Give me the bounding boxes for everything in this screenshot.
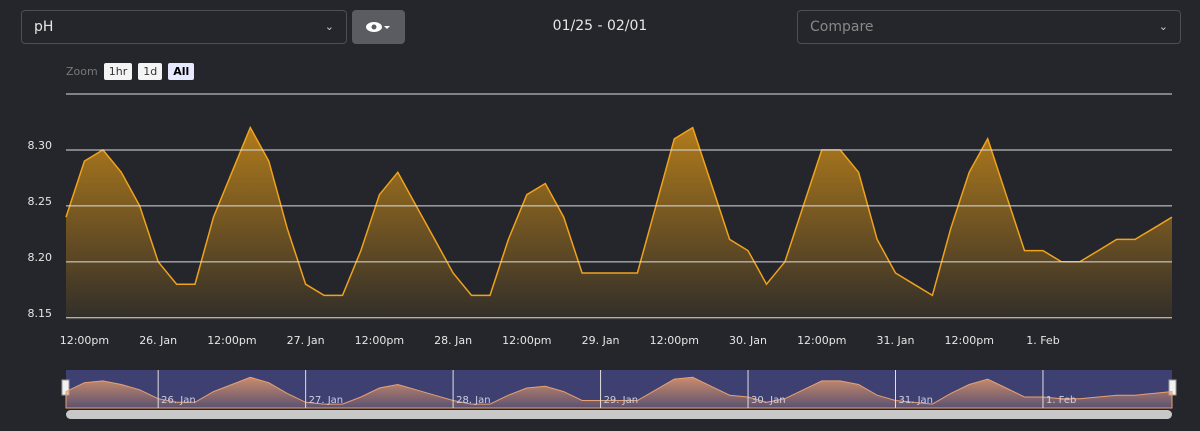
- navigator-area: [65, 376, 1173, 409]
- visibility-button[interactable]: [352, 10, 405, 44]
- x-tick-label: 12:00pm: [650, 334, 699, 347]
- x-tick-label: 26. Jan: [139, 334, 177, 347]
- x-tick-label: 1. Feb: [1026, 334, 1059, 347]
- navigator-label: 29. Jan: [604, 395, 639, 406]
- y-tick-label: 8.20: [28, 251, 53, 264]
- x-tick-label: 29. Jan: [582, 334, 620, 347]
- x-tick-label: 12:00pm: [355, 334, 404, 347]
- compare-select[interactable]: Compare ⌄: [797, 10, 1181, 44]
- area: [66, 127, 1172, 320]
- x-tick-label: 31. Jan: [877, 334, 915, 347]
- navigator-handle[interactable]: [61, 379, 70, 396]
- zoom-bar: Zoom 1hr 1d All: [66, 63, 195, 80]
- navigator-handle[interactable]: [1168, 379, 1177, 396]
- navigator-label: 27. Jan: [309, 395, 344, 406]
- navigator-label: 28. Jan: [456, 395, 491, 406]
- navigator-label: 30. Jan: [751, 395, 786, 406]
- x-tick-label: 12:00pm: [502, 334, 551, 347]
- y-tick-label: 8.30: [28, 139, 53, 152]
- zoom-button[interactable]: All: [168, 63, 195, 80]
- eye-icon: [366, 22, 390, 32]
- x-tick-label: 12:00pm: [60, 334, 109, 347]
- metric-label: pH: [34, 19, 54, 35]
- x-tick-label: 12:00pm: [797, 334, 846, 347]
- navigator-background: [66, 370, 1172, 408]
- compare-placeholder: Compare: [810, 19, 874, 35]
- x-tick-label: 12:00pm: [207, 334, 256, 347]
- navigator-label: 26. Jan: [161, 395, 196, 406]
- scrollbar[interactable]: [66, 410, 1172, 419]
- caret: ⌄: [1158, 20, 1168, 33]
- zoom-label: Zoom: [66, 65, 98, 78]
- navigator-label: 1. Feb: [1046, 395, 1076, 406]
- x-tick-label: 30. Jan: [729, 334, 767, 347]
- x-tick-label: 12:00pm: [945, 334, 994, 347]
- y-tick-label: 8.25: [28, 195, 53, 208]
- navigator-label: 31. Jan: [899, 395, 934, 406]
- date-range[interactable]: 01/25 - 02/01: [552, 18, 648, 34]
- line: [65, 125, 1173, 297]
- zoom-button[interactable]: 1hr: [103, 63, 133, 80]
- y-tick-label: 8.15: [28, 307, 53, 320]
- x-tick-label: 27. Jan: [287, 334, 325, 347]
- x-tick-label: 28. Jan: [434, 334, 472, 347]
- caret: ⌄: [324, 20, 334, 33]
- metric-select[interactable]: pH ⌄: [21, 10, 347, 44]
- zoom-button[interactable]: 1d: [138, 63, 163, 80]
